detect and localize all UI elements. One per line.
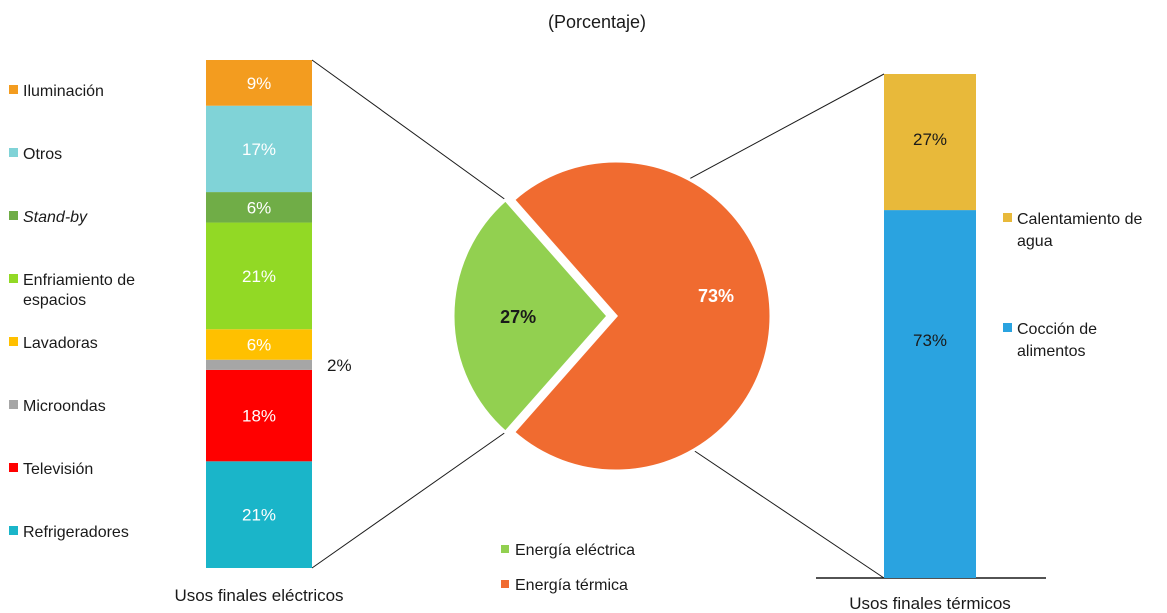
data-label-lavadoras: 6% — [247, 335, 272, 354]
legend-swatch-lavadoras — [9, 337, 18, 346]
legend-swatch-otros — [9, 148, 18, 157]
thermal-bar: 73% 27% — [884, 74, 976, 578]
pie-chart: 27% 73% — [451, 159, 773, 473]
pie-legend-label-energia-electrica: Energía eléctrica — [515, 542, 635, 559]
legend-swatch-coccion-de-alimentos — [1003, 323, 1012, 332]
pie-legend: Energía eléctrica Energía térmica — [501, 542, 635, 594]
data-label-stand-by: 6% — [247, 198, 272, 217]
data-label-refrigeradores: 21% — [242, 506, 276, 525]
connector-line-top-right — [688, 73, 885, 180]
pie-slice-energia-electrica — [451, 197, 610, 435]
pie-legend-swatch-energia-termica — [501, 580, 509, 588]
connector-line-bottom-left — [311, 431, 506, 569]
legend-swatch-iluminacion — [9, 85, 18, 94]
bar-segment-television — [206, 369, 312, 462]
legend-swatch-refrigeradores — [9, 526, 18, 535]
pie-label-energia-termica: 73% — [698, 286, 734, 306]
connector-line-bottom-right — [693, 449, 885, 579]
legend-label-lavadoras: Lavadoras — [23, 335, 98, 352]
electric-bar-title: Usos finales eléctricos — [174, 586, 343, 605]
pie-legend-label-energia-termica: Energía térmica — [515, 577, 628, 594]
legend-swatch-stand-by — [9, 211, 18, 220]
electric-bar: 21% 18% 2% 6% 21% 6% 17% 9% — [206, 60, 352, 568]
legend-label-stand-by: Stand-by — [23, 209, 88, 226]
legend-label-enfriamiento-de-espacios: Enfriamiento de espacios — [23, 272, 135, 309]
pie-label-energia-electrica: 27% — [500, 307, 536, 327]
legend-swatch-calentamiento-de-agua — [1003, 213, 1012, 222]
legend-label-iluminacion: Iluminación — [23, 83, 104, 100]
legend-label-otros: Otros — [23, 146, 62, 163]
legend-label-microondas: Microondas — [23, 398, 106, 415]
data-label-calentamiento-de-agua: 27% — [913, 130, 947, 149]
legend-label-coccion-de-alimentos: Cocción de alimentos — [1017, 321, 1097, 360]
bar-segment-iluminacion — [206, 60, 312, 106]
bar-segment-enfriamiento-de-espacios — [206, 222, 312, 330]
data-label-enfriamiento-de-espacios: 21% — [242, 267, 276, 286]
bar-segment-refrigeradores — [206, 461, 312, 568]
data-label-iluminacion: 9% — [247, 74, 272, 93]
legend-swatch-television — [9, 463, 18, 472]
bar-segment-otros — [206, 105, 312, 193]
thermal-legend: Calentamiento de agua Cocción de alimentos — [1003, 211, 1143, 360]
bar-segment-calentamiento-de-agua — [884, 74, 976, 211]
connector-line-top-left — [311, 59, 506, 201]
legend-label-television: Televisión — [23, 461, 93, 478]
legend-swatch-enfriamiento-de-espacios — [9, 274, 18, 283]
pie-slice-energia-termica — [511, 159, 773, 473]
pie-legend-swatch-energia-electrica — [501, 545, 509, 553]
bar-segment-microondas — [206, 359, 312, 370]
data-label-television: 18% — [242, 407, 276, 426]
bar-segment-lavadoras — [206, 329, 312, 360]
legend-label-refrigeradores: Refrigeradores — [23, 524, 129, 541]
bar-segment-coccion-de-alimentos — [884, 210, 976, 578]
thermal-bar-title: Usos finales térmicos — [849, 594, 1011, 613]
bar-segment-stand-by — [206, 192, 312, 223]
legend-label-calentamiento-de-agua: Calentamiento de agua — [1017, 211, 1143, 250]
data-label-microondas: 2% — [327, 356, 352, 375]
electric-legend: Iluminación Otros Stand-by Enfriamiento de e… — [9, 83, 135, 541]
axis-titles: Usos finales eléctricos Usos finales térm… — [174, 586, 1010, 613]
chart-subtitle: (Porcentaje) — [548, 12, 646, 32]
data-label-otros: 17% — [242, 140, 276, 159]
data-label-coccion-de-alimentos: 73% — [913, 331, 947, 350]
legend-swatch-microondas — [9, 400, 18, 409]
